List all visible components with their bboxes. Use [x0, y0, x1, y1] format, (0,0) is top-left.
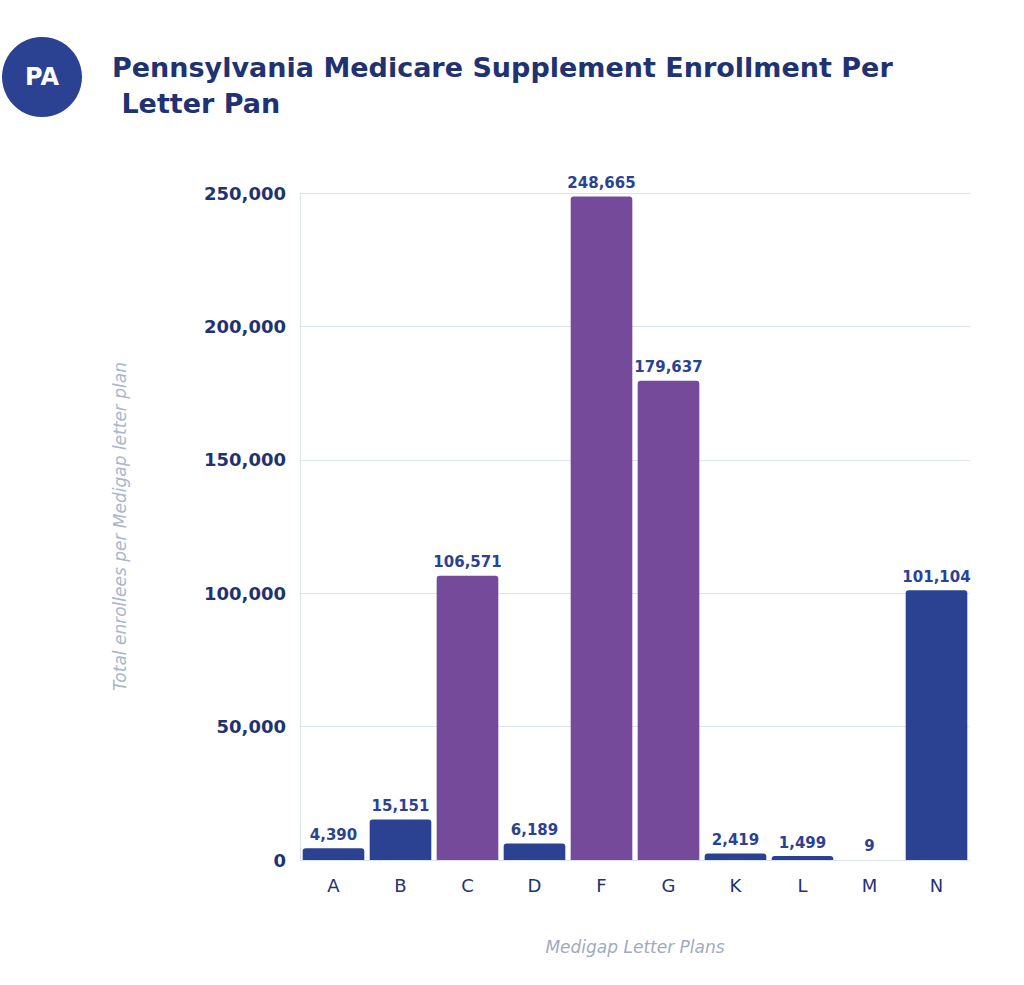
svg-text:G: G: [662, 875, 676, 896]
svg-text:4,390: 4,390: [310, 826, 357, 844]
svg-text:150,000: 150,000: [204, 449, 286, 470]
svg-text:6,189: 6,189: [511, 821, 558, 839]
svg-text:B: B: [394, 875, 406, 896]
svg-text:C: C: [461, 875, 474, 896]
svg-text:A: A: [327, 875, 340, 896]
svg-text:Pennsylvania Medicare Suppleme: Pennsylvania Medicare Supplement Enrollm…: [112, 52, 893, 83]
svg-text:K: K: [730, 875, 743, 896]
svg-text:L: L: [797, 875, 807, 896]
svg-text:F: F: [596, 875, 606, 896]
svg-text:M: M: [862, 875, 878, 896]
svg-text:50,000: 50,000: [217, 716, 286, 737]
svg-text:Medigap Letter Plans: Medigap Letter Plans: [545, 937, 724, 957]
svg-text:248,665: 248,665: [567, 174, 635, 192]
svg-text:101,104: 101,104: [902, 568, 970, 586]
svg-text:PA: PA: [25, 63, 59, 91]
svg-text:250,000: 250,000: [204, 183, 286, 204]
svg-text:200,000: 200,000: [204, 316, 286, 337]
svg-text:2,419: 2,419: [712, 831, 759, 849]
svg-text:1,499: 1,499: [779, 834, 826, 852]
svg-text:106,571: 106,571: [433, 553, 501, 571]
svg-text:Letter Pan: Letter Pan: [112, 88, 280, 119]
svg-text:100,000: 100,000: [204, 583, 286, 604]
svg-text:9: 9: [864, 837, 874, 855]
svg-text:D: D: [528, 875, 542, 896]
svg-text:N: N: [930, 875, 943, 896]
svg-text:179,637: 179,637: [634, 358, 702, 376]
svg-text:15,151: 15,151: [372, 797, 430, 815]
svg-text:Total enrollees per Medigap le: Total enrollees per Medigap letter plan: [110, 362, 130, 691]
svg-text:0: 0: [273, 850, 286, 871]
